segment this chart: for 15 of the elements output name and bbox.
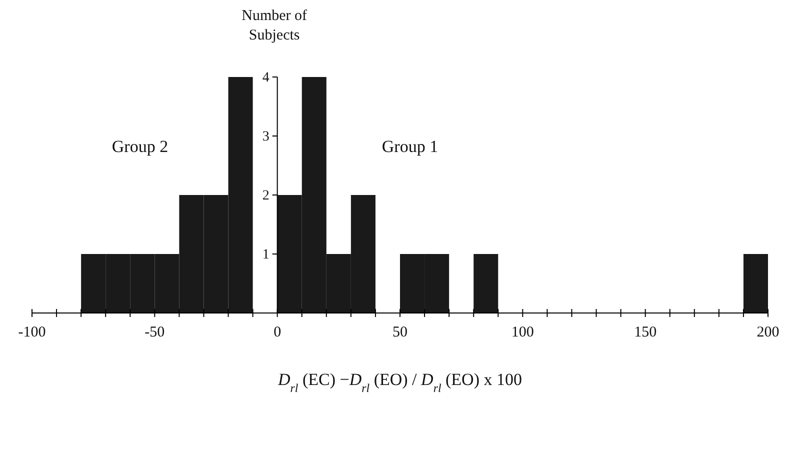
y-tick-label: 1 bbox=[262, 247, 270, 262]
x-tick-label: 150 bbox=[634, 324, 657, 340]
x-tick-label: 200 bbox=[756, 324, 780, 340]
x-tick-label: 0 bbox=[274, 324, 282, 340]
annotation: Group 1 bbox=[382, 137, 438, 156]
y-tick-label: 3 bbox=[262, 129, 270, 144]
annotation: Group 2 bbox=[112, 137, 168, 156]
x-tick-label: -100 bbox=[18, 324, 46, 340]
text: D$_{rl}$ (EC) −D$_{rl}$ (EO) / D$_{rl}$ (EO) x 100 bbox=[278, 370, 522, 395]
y-tick-label: 4 bbox=[262, 70, 270, 86]
x-tick-label: 50 bbox=[392, 324, 408, 340]
y-tick-label: 2 bbox=[262, 188, 270, 204]
y-axis-title: Number of Subjects bbox=[242, 8, 308, 44]
x-tick-label: -50 bbox=[144, 324, 165, 340]
x-tick-label: 100 bbox=[511, 324, 534, 340]
